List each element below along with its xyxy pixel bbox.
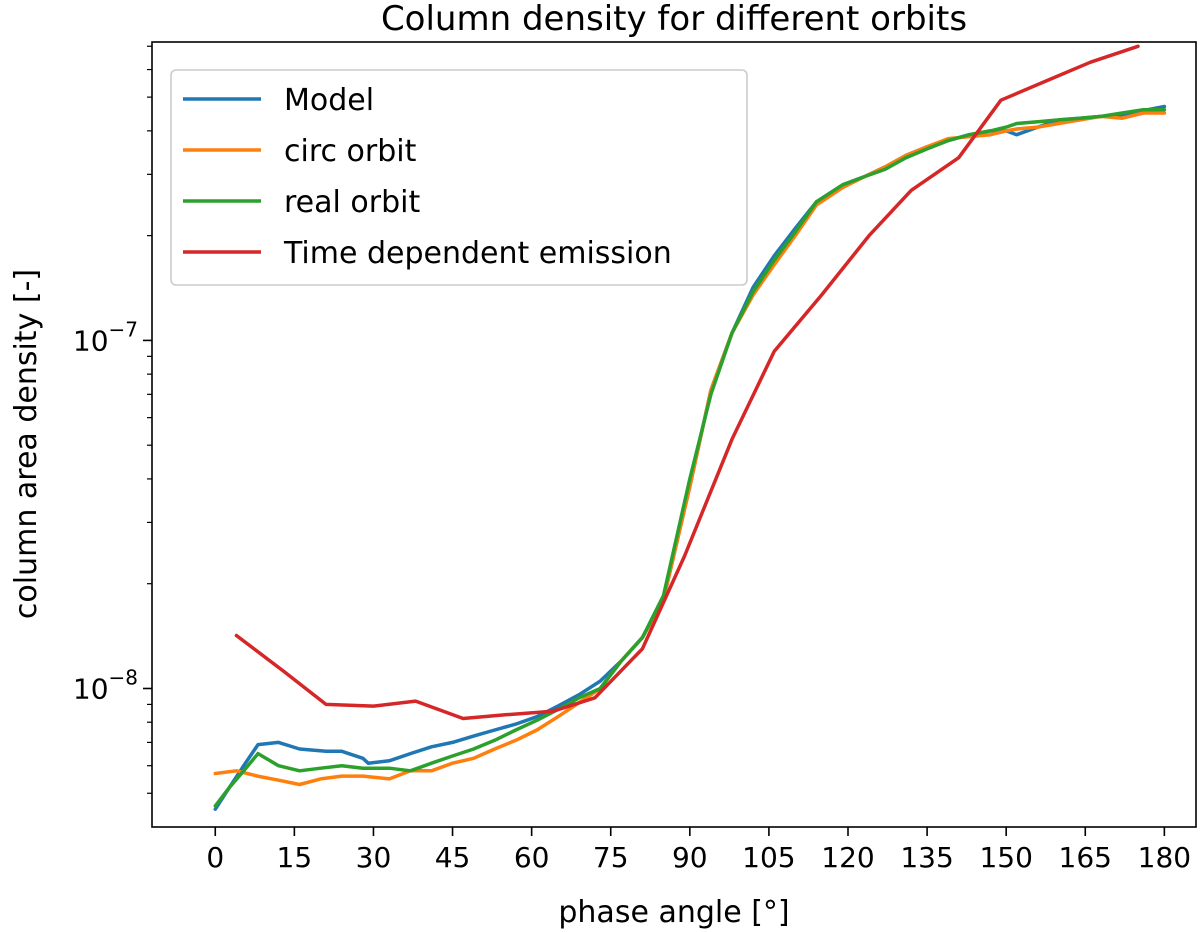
x-tick-label: 15 [277,841,313,874]
x-tick-label: 60 [514,841,550,874]
x-axis-label: phase angle [°] [558,895,789,930]
x-tick-label: 120 [821,841,874,874]
legend-label: Time dependent emission [283,236,672,271]
x-tick-label: 0 [206,841,224,874]
x-tick-label: 135 [900,841,953,874]
legend-label: real orbit [284,185,420,220]
legend: Model circ orbit real orbit Time dependent … [170,69,748,286]
x-tick-label: 165 [1059,841,1112,874]
x-tick-label: 45 [435,841,471,874]
series-line-real-orbit [213,107,1167,808]
x-tick-label: 90 [672,841,708,874]
chart-title: Column density for different orbits [381,0,967,39]
x-tick-label: 105 [742,841,795,874]
legend-label: Model [284,83,374,118]
x-tick-label: 150 [979,841,1032,874]
y-axis-label: column area density [-] [9,269,44,619]
series-line-time-dependent-emission [234,44,1140,721]
x-axis-ticks: 0 15 30 45 60 75 90 105 120 135 150 165 180 [206,827,1191,874]
y-axis-ticks: 10−8 10−7 [73,45,152,794]
x-tick-label: 30 [356,841,392,874]
series-layer [213,44,1167,811]
y-tick-label: 10−8 [73,665,138,705]
legend-label: circ orbit [284,134,417,169]
y-tick-label: 10−7 [73,317,138,357]
x-tick-label: 180 [1138,841,1191,874]
plot-frame [151,41,1197,828]
x-tick-label: 75 [593,841,629,874]
legend-box [170,69,748,286]
